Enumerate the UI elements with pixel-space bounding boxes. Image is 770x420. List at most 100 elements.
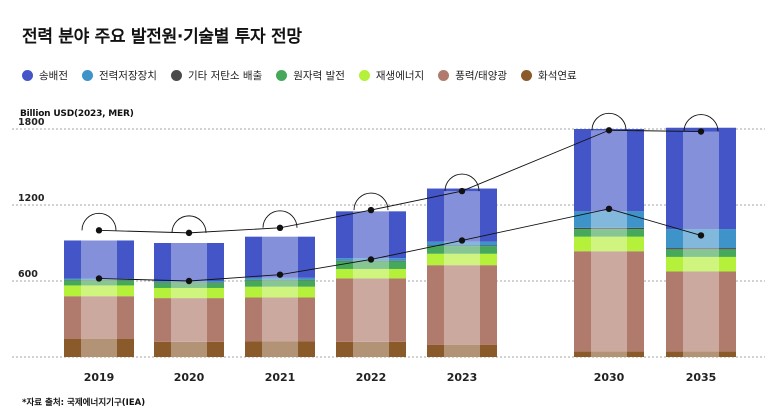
legend-swatch — [276, 69, 288, 81]
y-axis-unit-label: Billion USD(2023, MER) — [20, 109, 134, 119]
bar-overlay — [262, 227, 298, 357]
bar-segment — [245, 279, 315, 281]
bar-overlay — [683, 131, 719, 357]
trend-point — [95, 275, 103, 282]
bar-segment — [336, 261, 406, 269]
bar-segment — [666, 256, 736, 272]
legend-swatch — [521, 69, 533, 81]
x-tick-label: 2030 — [594, 371, 625, 384]
legend-item: 재생에너지 — [358, 68, 425, 83]
legend-item: 기타 저탄소 배출 — [170, 68, 263, 83]
bar-segment — [245, 297, 315, 342]
bar-segment — [154, 298, 224, 342]
bar-segment — [574, 251, 644, 352]
x-tick-label: 2035 — [686, 371, 717, 384]
legend-label: 송배전 — [39, 69, 68, 82]
bar-segment — [666, 127, 736, 230]
y-tick-label: 600 — [18, 269, 38, 280]
legend-label: 풍력/태양광 — [455, 69, 508, 82]
legend-swatch — [358, 69, 370, 81]
legend-swatch — [81, 69, 93, 81]
bar-segment — [154, 341, 224, 357]
trend-point — [367, 206, 375, 214]
legend-item: 원자력 발전 — [276, 68, 345, 83]
legend-item: 송배전 — [22, 68, 68, 83]
bar-segment — [336, 211, 406, 259]
bar-segment — [427, 344, 497, 357]
bar-segment — [64, 280, 134, 286]
bar-segment — [666, 248, 736, 250]
bar-segment — [666, 271, 736, 352]
trend-marker-halo — [444, 173, 480, 192]
bar-overlay — [444, 191, 480, 357]
bar-segment — [245, 341, 315, 357]
bar-segment — [336, 268, 406, 279]
bar-segment — [64, 296, 134, 339]
bar-segment — [245, 277, 315, 280]
x-tick-label: 2023 — [447, 371, 478, 384]
bar-segment — [666, 249, 736, 257]
trend-point — [276, 224, 284, 231]
trend-point — [697, 128, 705, 135]
bar-segment — [427, 253, 497, 266]
y-tick-label: 1800 — [18, 117, 45, 128]
trend-point — [458, 237, 466, 244]
bar-segment — [574, 227, 644, 230]
bar-segment — [245, 280, 315, 287]
bar-overlay — [81, 230, 117, 357]
legend: 송배전 전력저장장치 기타 저탄소 배출 원자력 발전 재생에너지 풍력/태양광 화석연료 — [22, 66, 760, 84]
x-tick-label: 2020 — [174, 371, 205, 384]
bar-segment — [154, 282, 224, 288]
trend-point — [605, 205, 613, 212]
bar-segment — [574, 229, 644, 237]
x-tick-label: 2019 — [84, 371, 115, 384]
bar-segment — [666, 351, 736, 357]
bar-segment — [336, 278, 406, 342]
trend-point — [367, 256, 375, 263]
legend-label: 기타 저탄소 배출 — [187, 69, 263, 82]
source-note: *자료 출처: 국제에너지기구(IEA) — [22, 398, 146, 408]
trend-point — [185, 229, 193, 237]
bar-overlay — [353, 210, 389, 357]
trend-point — [95, 227, 103, 234]
bar-segment — [64, 285, 134, 297]
bar-segment — [574, 129, 644, 212]
trend-marker-halo — [353, 192, 389, 211]
bar-overlay — [171, 232, 207, 357]
bar-segment — [154, 287, 224, 299]
legend-swatch — [438, 69, 450, 81]
x-tick-label: 2021 — [265, 371, 296, 384]
trend-point — [276, 271, 284, 278]
trend-point — [185, 277, 193, 285]
bar-segment — [574, 236, 644, 252]
bar-segment — [427, 246, 497, 254]
bar-segment — [427, 265, 497, 345]
bar-segment — [427, 188, 497, 242]
bar-segment — [336, 341, 406, 357]
trend-marker-halo — [683, 114, 719, 132]
trend-point — [697, 232, 705, 239]
legend-label: 재생에너지 — [375, 69, 425, 82]
legend-label: 전력저장장치 — [98, 69, 157, 82]
y-tick-label: 1200 — [18, 193, 45, 204]
legend-item: 전력저장장치 — [81, 68, 157, 83]
trend-marker-halo — [171, 215, 207, 233]
chart-title: 전력 분야 주요 발전원·기술별 투자 전망 — [22, 27, 302, 47]
bar-segment — [427, 245, 497, 247]
legend-item: 화석연료 — [521, 68, 577, 83]
trend-marker-halo — [81, 212, 117, 231]
trend-marker-halo — [262, 210, 298, 228]
legend-swatch — [22, 69, 33, 81]
bar-overlay — [591, 130, 627, 357]
legend-swatch — [170, 69, 182, 81]
bar-segment — [64, 338, 134, 357]
legend-item: 풍력/태양광 — [438, 68, 507, 83]
bar-segment — [64, 240, 134, 279]
trend-point — [458, 187, 466, 195]
legend-label: 화석연료 — [538, 69, 577, 82]
bar-segment — [154, 243, 224, 281]
bar-segment — [574, 351, 644, 357]
trend-marker-halo — [591, 112, 627, 131]
x-tick-label: 2022 — [356, 371, 387, 384]
